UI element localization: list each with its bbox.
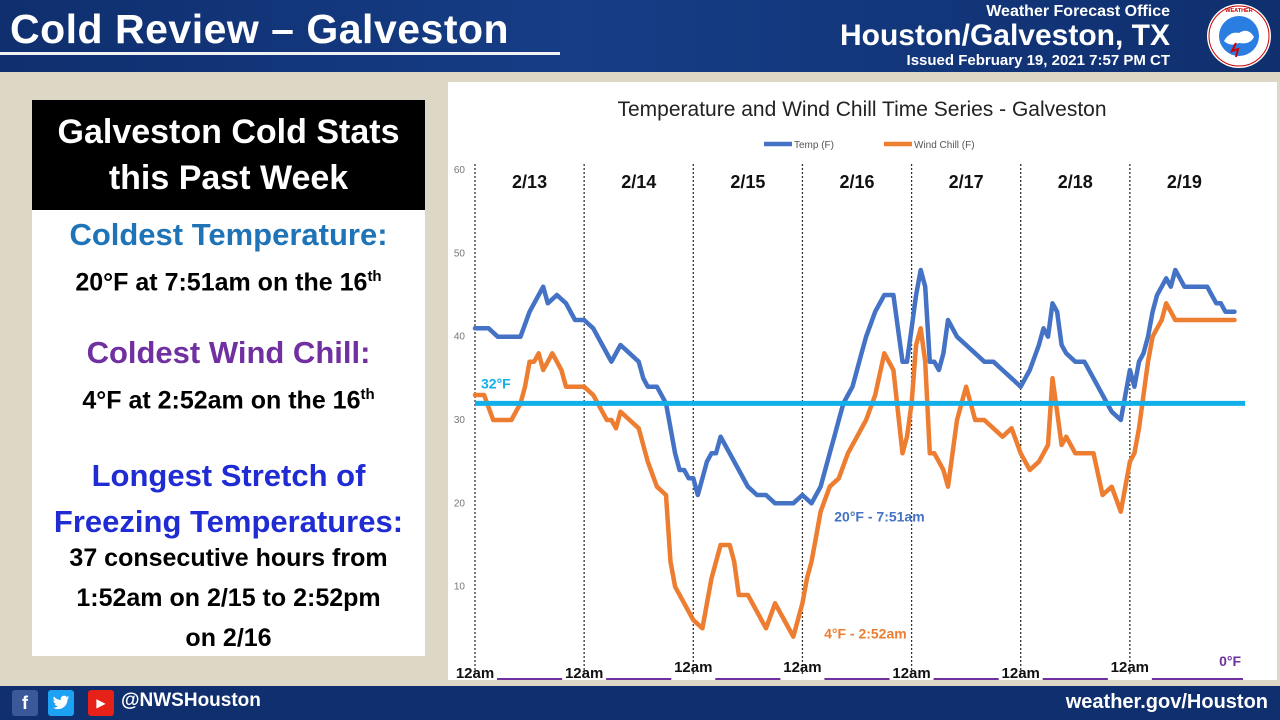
stats-heading-line2: this Past Week	[108, 159, 349, 197]
freezing-line-label: 32°F	[481, 375, 511, 391]
chart-series-layer	[472, 267, 1237, 639]
coldest-chill-value: 4°F at 2:52am on the 16th	[32, 375, 425, 420]
social-handle[interactable]: @NWSHouston	[121, 690, 261, 711]
footer-bar: f ▶ @NWSHouston weather.gov/Houston	[0, 686, 1280, 720]
y-tick-label: 50	[454, 248, 466, 259]
wind-chill-series-line	[472, 301, 1237, 639]
office-name: Houston/Galveston, TX	[839, 19, 1170, 52]
x-tick-label: 12am	[1111, 659, 1149, 676]
header-banner: Cold Review – Galveston Weather Forecast…	[0, 0, 1280, 72]
temperature-windchill-chart: Temperature and Wind Chill Time Series -…	[454, 98, 1245, 680]
day-label: 2/14	[621, 172, 656, 192]
facebook-icon[interactable]: f	[12, 690, 38, 716]
y-tick-label: 60	[454, 165, 466, 176]
twitter-icon[interactable]	[48, 690, 74, 716]
chart-background-layer: 10 20 30 40 50 60 2/13 2/14 2/15 2/16 2/17 2/18 2/19…	[454, 164, 1243, 680]
legend-label: Wind Chill (F)	[914, 140, 975, 151]
x-tick-label: 12am	[892, 665, 930, 680]
y-tick-label: 40	[454, 332, 466, 343]
freeze-stretch-line2: 1:52am on 2/15 to 2:52pm	[76, 584, 381, 612]
x-tick-label: 12am	[1002, 665, 1040, 680]
page-title: Cold Review – Galveston	[10, 6, 510, 52]
coldest-chill-text: 4°F at 2:52am on the 16	[82, 386, 361, 415]
y-tick-label: 30	[454, 415, 466, 426]
coldest-chill-ordinal: th	[360, 386, 375, 403]
day-label: 2/18	[1058, 172, 1093, 192]
coldest-temp-heading: Coldest Temperature:	[69, 217, 388, 252]
coldest-temp-ordinal: th	[367, 268, 382, 285]
x-tick-label: 12am	[565, 665, 603, 680]
day-label: 2/13	[512, 172, 547, 192]
chart-annotation-layer: 0°F 32°F 20°F - 7:51am 4°F - 2:52am	[475, 375, 1245, 669]
x-tick-label: 12am	[783, 659, 821, 676]
day-label: 2/16	[839, 172, 874, 192]
stats-panel-heading: Galveston Cold Stats this Past Week	[32, 100, 425, 210]
twitter-bird-glyph	[52, 695, 70, 710]
office-type-label: Weather Forecast Office	[986, 3, 1170, 20]
x-tick-label: 12am	[674, 659, 712, 676]
y-tick-label: 20	[454, 498, 466, 509]
title-underline	[0, 52, 560, 55]
legend-label: Temp (F)	[794, 140, 834, 151]
nws-logo-icon: WEATHER	[1207, 4, 1271, 68]
day-label: 2/15	[730, 172, 765, 192]
stats-heading-line1: Galveston Cold Stats	[57, 113, 400, 151]
y-tick-label: 10	[454, 582, 466, 593]
zero-degree-label: 0°F	[1219, 653, 1241, 669]
annotation-label: 4°F - 2:52am	[824, 626, 907, 642]
freeze-stretch-value: 37 consecutive hours from 1:52am on 2/15…	[32, 538, 425, 658]
cold-stats-panel: Galveston Cold Stats this Past Week Cold…	[32, 100, 425, 656]
x-tick-label: 12am	[456, 665, 494, 680]
svg-text:WEATHER: WEATHER	[1225, 8, 1252, 14]
day-label: 2/19	[1167, 172, 1202, 192]
freeze-stretch-heading-line2: Freezing Temperatures:	[53, 504, 404, 539]
annotation-label: 20°F - 7:51am	[834, 508, 924, 524]
chart-title: Temperature and Wind Chill Time Series -…	[617, 98, 1106, 121]
freeze-stretch-line1: 37 consecutive hours from	[69, 544, 388, 572]
coldest-chill-heading: Coldest Wind Chill:	[86, 335, 371, 370]
freeze-stretch-heading-line1: Longest Stretch of	[91, 458, 366, 493]
coldest-temp-value: 20°F at 7:51am on the 16th	[32, 257, 425, 302]
freeze-stretch-line3: on 2/16	[185, 624, 272, 652]
chart-panel: Temperature and Wind Chill Time Series -…	[448, 82, 1277, 680]
chart-legend: Temp (F) Wind Chill (F)	[764, 140, 975, 151]
day-label: 2/17	[949, 172, 984, 192]
coldest-temp-text: 20°F at 7:51am on the 16	[75, 268, 368, 297]
youtube-icon[interactable]: ▶	[88, 690, 114, 716]
freeze-stretch-heading: Longest Stretch of Freezing Temperatures…	[32, 453, 425, 545]
website-link[interactable]: weather.gov/Houston	[1065, 691, 1268, 713]
issued-timestamp: Issued February 19, 2021 7:57 PM CT	[906, 52, 1170, 69]
temp-series-line	[472, 267, 1237, 506]
